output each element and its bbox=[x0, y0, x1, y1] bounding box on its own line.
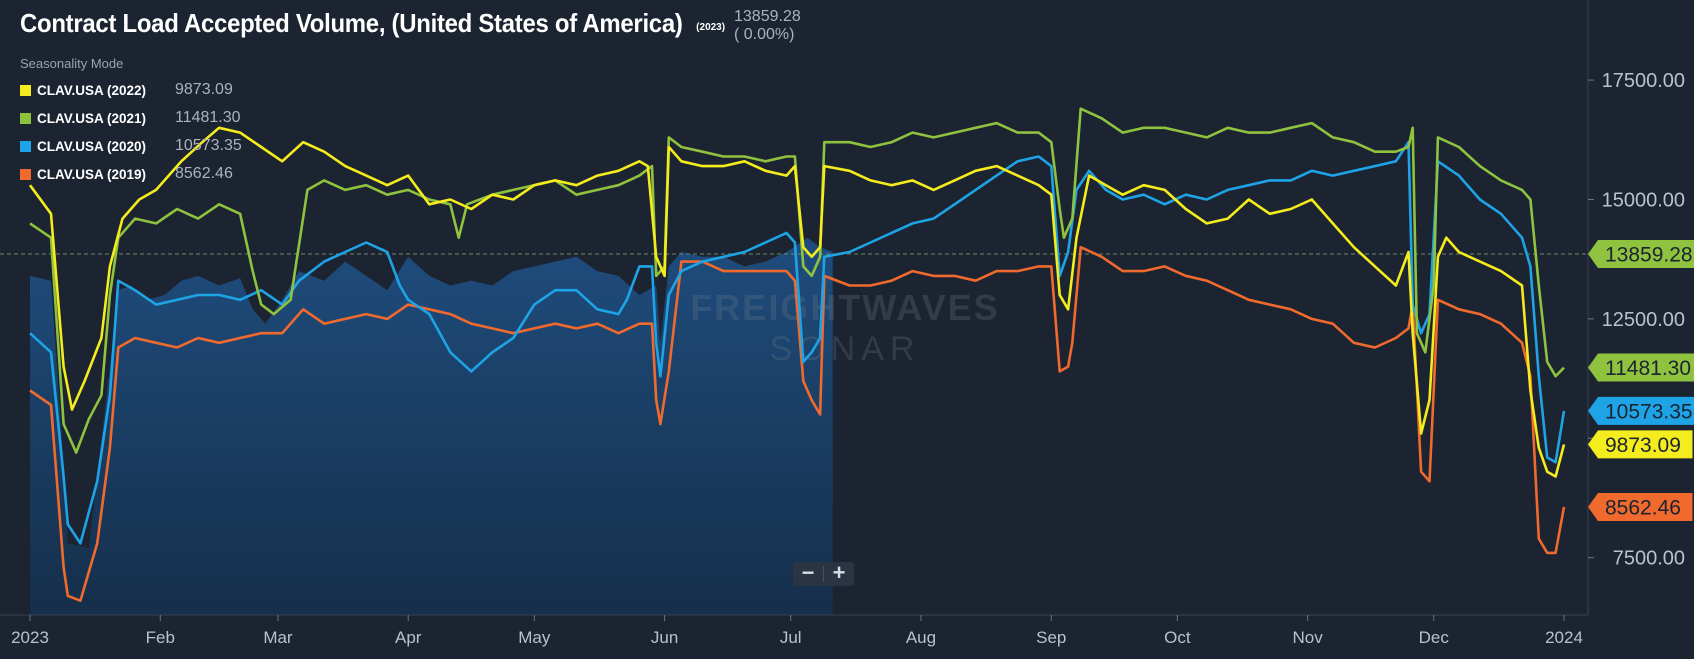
x-tick-label: Sep bbox=[1036, 628, 1066, 647]
watermark-line2: SONAR bbox=[770, 330, 921, 368]
value-tag-text: 8562.46 bbox=[1605, 496, 1681, 519]
legend-item[interactable]: CLAV.USA (2021) 11481.30 bbox=[20, 104, 242, 132]
legend-swatch bbox=[20, 112, 31, 124]
x-tick-label: Jul bbox=[780, 628, 802, 647]
series-line bbox=[29, 245, 1566, 602]
legend-item[interactable]: CLAV.USA (2019) 8562.46 bbox=[20, 160, 242, 188]
legend-name: CLAV.USA (2022) bbox=[37, 82, 147, 98]
watermark-line1: FREIGHTWAVES bbox=[690, 287, 999, 328]
zoom-in-button[interactable]: + bbox=[832, 560, 846, 585]
value-tag-bg bbox=[1588, 239, 1694, 268]
mode-label: Seasonality Mode bbox=[20, 56, 124, 71]
legend-value: 10573.35 bbox=[175, 137, 242, 154]
x-tick-label: 2023 bbox=[11, 628, 49, 647]
zoom-out-button[interactable]: − bbox=[801, 560, 815, 585]
legend-value: 8562.46 bbox=[175, 165, 233, 182]
series-lines bbox=[28, 107, 1566, 602]
header-value-block: 13859.28 ( 0.00%) bbox=[734, 8, 801, 44]
value-tag-bg bbox=[1588, 492, 1693, 521]
legend-value: 9873.09 bbox=[175, 81, 233, 98]
legend-swatch bbox=[20, 168, 31, 180]
zoom-divider bbox=[823, 566, 824, 582]
right-labels: 13859.28 11481.30 10573.35 9873.09 8562.46 bbox=[1588, 239, 1694, 521]
legend-name: CLAV.USA (2019) bbox=[37, 166, 147, 182]
value-tag-bg bbox=[1588, 430, 1693, 459]
value-tag-bg bbox=[1588, 396, 1694, 425]
series-line bbox=[29, 107, 1565, 454]
x-tick-label: 2024 bbox=[1545, 628, 1583, 647]
legend: CLAV.USA (2022) 9873.09 CLAV.USA (2021) … bbox=[20, 76, 242, 188]
value-tag-text: 9873.09 bbox=[1605, 434, 1681, 457]
x-tick-label: Mar bbox=[263, 628, 293, 647]
legend-item[interactable]: CLAV.USA (2020) 10573.35 bbox=[20, 132, 242, 160]
value-tag: 8562.46 bbox=[1588, 492, 1693, 521]
chart-title-year: (2023) bbox=[696, 22, 726, 33]
legend-name: CLAV.USA (2021) bbox=[37, 110, 147, 126]
current-change: ( 0.00%) bbox=[734, 26, 795, 43]
x-tick-label: Jun bbox=[651, 628, 678, 647]
chart-title-group: Contract Load Accepted Volume, (United S… bbox=[20, 8, 725, 39]
value-tag-text: 10573.35 bbox=[1605, 400, 1693, 423]
value-tag-text: 13859.28 bbox=[1605, 243, 1693, 266]
x-tick-label: Feb bbox=[146, 628, 175, 647]
legend-value: 11481.30 bbox=[175, 109, 241, 126]
y-tick-label: 17500.00 bbox=[1602, 70, 1685, 92]
value-tag: 9873.09 bbox=[1588, 430, 1693, 459]
area-2023 bbox=[30, 237, 833, 615]
value-tag-bg bbox=[1588, 353, 1694, 382]
legend-name: CLAV.USA (2020) bbox=[37, 138, 147, 154]
y-tick-label: 7500.00 bbox=[1613, 548, 1685, 570]
value-tag: 13859.28 bbox=[1588, 239, 1694, 268]
current-value: 13859.28 bbox=[734, 8, 801, 25]
value-tag-text: 11481.30 bbox=[1605, 357, 1691, 380]
x-tick-label: Aug bbox=[906, 628, 936, 647]
x-tick-label: Oct bbox=[1164, 628, 1191, 647]
zoom-controls: − + bbox=[793, 562, 854, 586]
watermark: FREIGHTWAVES SONAR bbox=[690, 287, 999, 368]
legend-swatch bbox=[20, 84, 31, 96]
x-tick-label: Nov bbox=[1293, 628, 1324, 647]
value-tag: 11481.30 bbox=[1588, 353, 1694, 382]
x-tick-label: Dec bbox=[1419, 628, 1450, 647]
chart-title: Contract Load Accepted Volume, (United S… bbox=[20, 8, 683, 38]
legend-item[interactable]: CLAV.USA (2022) 9873.09 bbox=[20, 76, 242, 104]
area-fill-2023 bbox=[30, 237, 833, 615]
y-tick-label: 15000.00 bbox=[1602, 189, 1685, 211]
y-tick-label: 12500.00 bbox=[1602, 309, 1685, 331]
x-tick-label: Apr bbox=[395, 628, 422, 647]
x-tick-label: May bbox=[518, 628, 551, 647]
legend-swatch bbox=[20, 140, 31, 152]
value-tag: 10573.35 bbox=[1588, 396, 1694, 425]
series-line bbox=[28, 126, 1566, 478]
